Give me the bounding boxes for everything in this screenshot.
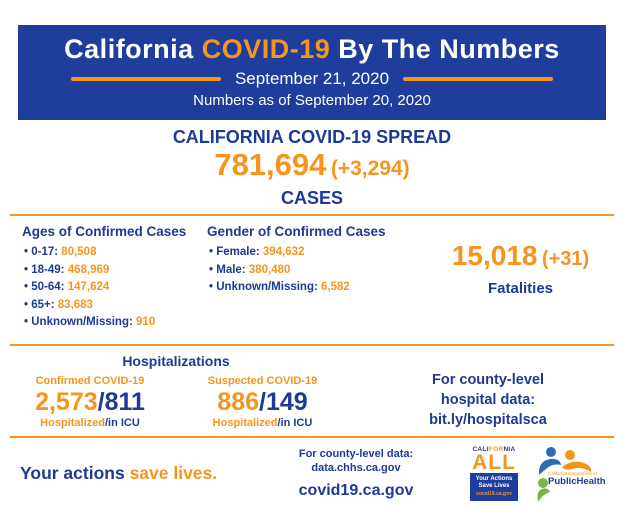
chhs-data-link[interactable]: data.chhs.ca.gov [311, 462, 401, 474]
county-data-label: For county-level data: [298, 448, 414, 460]
ca-word-1: CALI [472, 446, 489, 453]
date-bar-left [70, 77, 221, 81]
report-date: September 21, 2020 [234, 69, 390, 88]
as-of-date: Numbers as of September 20, 2020 [193, 92, 431, 109]
ca-box-line2: Save Lives [478, 483, 510, 489]
gender-row: Female: 394,632 [207, 244, 417, 262]
confirmed-caption: Hospitalized/in ICU [0, 417, 180, 429]
ages-column: Ages of Confirmed Cases 0-17: 80,508 18-… [22, 224, 207, 332]
age-value: 147,624 [67, 281, 110, 293]
covid19-site-link[interactable]: covid19.ca.gov [298, 482, 414, 499]
confirmed-hospitalized: 2,573 [35, 387, 98, 416]
divider-3 [10, 435, 614, 438]
caption-icu: /in ICU [277, 416, 313, 429]
fatalities-label: Fatalities [487, 280, 554, 297]
age-row: 0-17: 80,508 [22, 244, 207, 262]
spread-section: CALIFORNIA COVID-19 SPREAD 781,694 (+3,2… [0, 120, 624, 208]
actions-slogan: Your actions save lives. [20, 463, 242, 484]
fatalities-delta: (+31) [541, 248, 590, 270]
gender-label: Male: [216, 263, 246, 276]
date-bar-right [403, 77, 554, 81]
suspected-hospitalized: 886 [217, 387, 260, 416]
divider-2 [10, 343, 614, 346]
age-row: 18-49: 468,969 [22, 262, 207, 280]
gender-value: 6,582 [321, 281, 350, 293]
county-hospital-line1: For county-level [432, 371, 544, 388]
fatalities-count: 15,018 [451, 240, 538, 271]
gender-title: Gender of Confirmed Cases [207, 224, 386, 239]
actions-slogan-orange: save lives. [129, 463, 218, 483]
caption-hospitalized: Hospitalized [40, 416, 105, 429]
age-label: Unknown/Missing: [31, 316, 133, 328]
ca-box-url: covid19.ca.gov [476, 491, 512, 497]
county-hospital-line2: hospital data: [440, 391, 536, 408]
california-all-logo: CALIFORNIA ALL Your Actions Save Lives c… [470, 446, 518, 501]
age-value: 468,969 [67, 263, 110, 276]
ca-box-line1: Your Actions [475, 476, 513, 482]
suspected-hosp-block: Suspected COVID-19 886/149 Hospitalized/… [180, 375, 345, 429]
age-value: 80,508 [61, 246, 97, 258]
title-part1: California [64, 34, 202, 64]
suspected-caption: Hospitalized/in ICU [180, 417, 345, 429]
gender-row: Unknown/Missing: 6,582 [207, 279, 417, 297]
confirmed-numbers: 2,573/811 [0, 387, 180, 417]
stats-section: Ages of Confirmed Cases 0-17: 80,508 18-… [0, 216, 624, 338]
footer-logos: CALIFORNIA ALL Your Actions Save Lives c… [470, 445, 610, 503]
confirmed-icu: /811 [97, 387, 145, 416]
case-count-line: 781,694 (+3,294) [0, 148, 624, 188]
dateline: September 21, 2020 [18, 68, 606, 90]
cdph-name-label: PublicHealth [548, 475, 606, 487]
footer-links: For county-level data: data.chhs.ca.gov … [242, 447, 470, 500]
gender-value: 380,480 [248, 263, 291, 276]
ca-all-tagline-box: Your Actions Save Lives covid19.ca.gov [470, 473, 518, 501]
gender-label: Female: [216, 246, 260, 258]
spread-title: CALIFORNIA COVID-19 SPREAD [172, 127, 452, 147]
case-count: 781,694 [214, 147, 327, 182]
cdph-text: California Department of PublicHealth [548, 471, 610, 487]
hospital-data-link[interactable]: bit.ly/hospitalsca [429, 411, 547, 428]
fatalities-count-line: 15,018 (+31) [417, 240, 624, 272]
suspected-numbers: 886/149 [180, 387, 345, 417]
gender-label: Unknown/Missing: [216, 281, 318, 293]
age-label: 65+: [31, 298, 55, 311]
header-banner: California COVID-19 By The Numbers Septe… [18, 25, 606, 120]
title-part2: By The Numbers [330, 34, 560, 64]
hospitalization-blocks: Confirmed COVID-19 2,573/811 Hospitalize… [0, 375, 352, 429]
suspected-icu: /149 [259, 387, 308, 416]
caption-icu: /in ICU [104, 416, 140, 429]
age-row: 50-64: 147,624 [22, 279, 207, 297]
footer: Your actions save lives. For county-leve… [0, 438, 624, 502]
cdph-logo: California Department of PublicHealth [534, 445, 610, 503]
age-label: 18-49: [31, 263, 65, 276]
ages-title: Ages of Confirmed Cases [22, 224, 187, 239]
age-label: 50-64: [31, 281, 65, 293]
ca-all-text: ALL [472, 451, 516, 474]
gender-row: Male: 380,480 [207, 262, 417, 280]
hospitalizations-left: Hospitalizations Confirmed COVID-19 2,57… [0, 346, 352, 430]
age-value: 83,683 [57, 298, 93, 311]
actions-slogan-blue: Your actions [20, 463, 130, 483]
ca-word-2: FOR [488, 446, 504, 453]
hospitalizations-title: Hospitalizations [122, 352, 230, 369]
hospitalizations-section: Hospitalizations Confirmed COVID-19 2,57… [0, 346, 624, 430]
confirmed-label: Confirmed COVID-19 [35, 374, 145, 387]
divider-1 [10, 214, 614, 216]
suspected-label: Suspected COVID-19 [207, 374, 318, 387]
age-row: 65+: 83,683 [22, 297, 207, 315]
county-hospital-data: For county-level hospital data: bit.ly/h… [352, 346, 624, 430]
cases-label: CASES [280, 188, 343, 208]
gender-value: 394,632 [262, 246, 305, 258]
age-value: 910 [136, 316, 156, 328]
title-highlight: COVID-19 [201, 34, 331, 64]
page-title: California COVID-19 By The Numbers [18, 32, 606, 66]
gender-column: Gender of Confirmed Cases Female: 394,63… [207, 224, 417, 332]
case-delta: (+3,294) [330, 157, 410, 180]
confirmed-hosp-block: Confirmed COVID-19 2,573/811 Hospitalize… [0, 375, 180, 429]
fatalities-column: 15,018 (+31) Fatalities [417, 224, 624, 332]
caption-hospitalized: Hospitalized [212, 416, 278, 429]
age-row: Unknown/Missing: 910 [22, 314, 207, 332]
age-label: 0-17: [31, 246, 59, 258]
california-all-wordmark: CALIFORNIA [470, 446, 518, 453]
ca-word-3: NIA [503, 446, 516, 453]
